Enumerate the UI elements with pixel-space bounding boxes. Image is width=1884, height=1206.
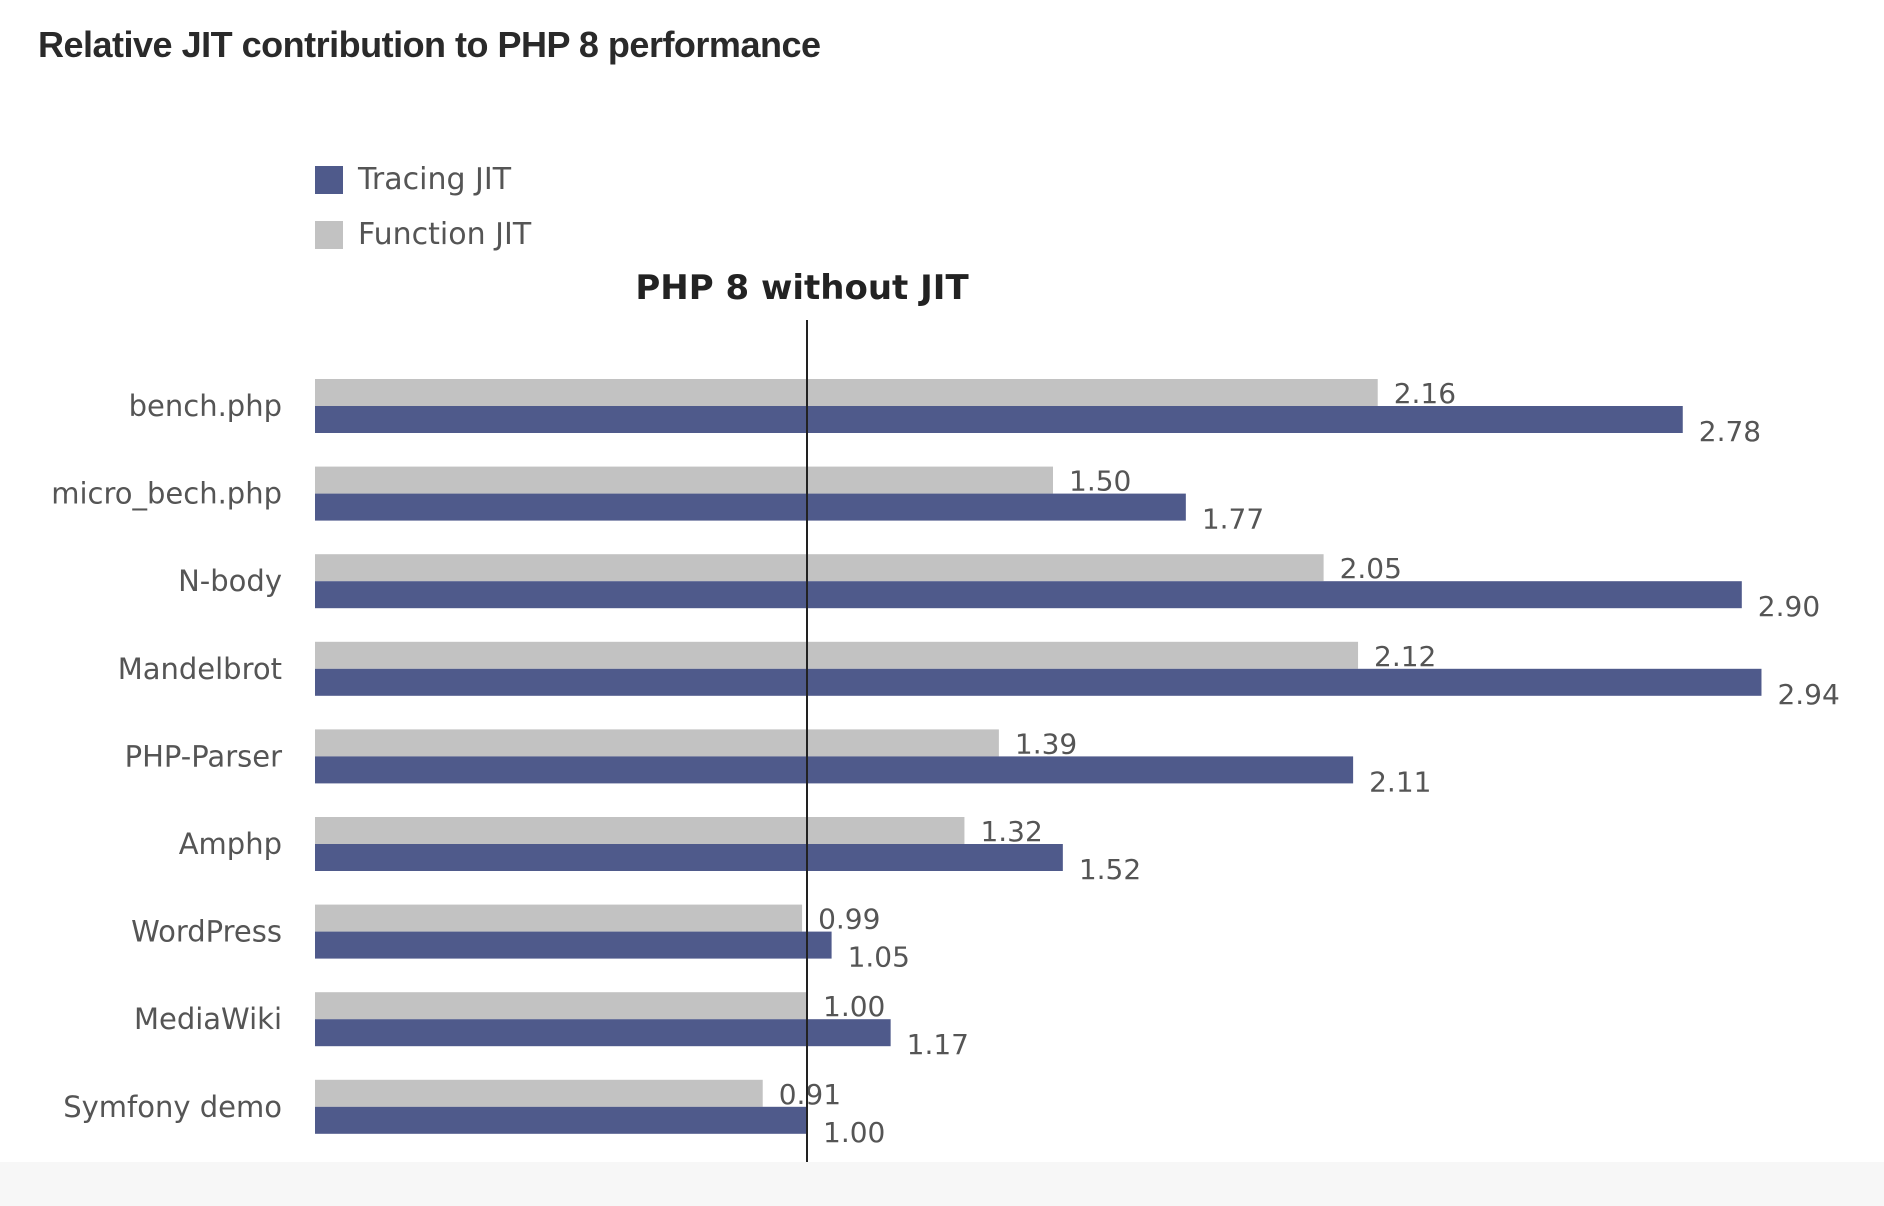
bar-function-jit [315,817,965,844]
data-label-tracing-jit: 1.52 [1079,853,1141,886]
bar-tracing-jit [315,931,832,959]
legend-item-tracing-jit: Tracing JIT [315,162,511,197]
bar-tracing-jit [315,1106,807,1134]
bar-function-jit [315,729,999,757]
data-label-tracing-jit: 2.90 [1758,590,1820,623]
bar-function-jit [315,554,1324,582]
data-label-function-jit: 1.32 [980,815,1042,848]
category-label: Amphp [179,827,282,861]
bar-tracing-jit [315,756,1354,784]
category-label: Mandelbrot [118,652,282,686]
data-label-tracing-jit: 1.00 [823,1116,885,1149]
legend-swatch-function-jit [315,220,343,249]
data-label-function-jit: 2.16 [1394,377,1456,410]
data-label-function-jit: 1.50 [1069,465,1131,498]
data-label-function-jit: 1.00 [823,990,885,1023]
bar-tracing-jit [315,844,1063,871]
bar-function-jit [315,1079,763,1107]
legend-item-function-jit: Function JIT [315,217,531,252]
category-label: WordPress [131,915,282,949]
category-label: bench.php [129,389,282,423]
data-label-tracing-jit: 1.77 [1202,503,1264,536]
bar-function-jit [315,379,1378,406]
data-label-function-jit: 2.12 [1374,640,1436,673]
legend-swatch-tracing-jit [315,165,343,194]
data-label-function-jit: 0.99 [818,903,880,936]
category-label: PHP-Parser [125,739,282,773]
data-label-function-jit: 2.05 [1340,552,1402,585]
chart-title: Relative JIT contribution to PHP 8 perfo… [38,24,821,65]
bar-function-jit [315,466,1053,494]
data-label-tracing-jit: 2.78 [1699,415,1761,448]
bar-function-jit [315,992,807,1020]
category-label: micro_bech.php [51,477,282,511]
category-label: MediaWiki [134,1002,282,1036]
data-label-tracing-jit: 2.11 [1369,765,1431,798]
reference-line-label: PHP 8 without JIT [635,268,969,308]
bar-function-jit [315,641,1359,669]
category-label: N-body [178,564,282,598]
bar-tracing-jit [315,581,1742,609]
data-label-function-jit: 1.39 [1015,727,1077,760]
data-label-tracing-jit: 1.17 [907,1028,969,1061]
bar-function-jit [315,904,803,932]
legend-label: Function JIT [358,217,532,252]
bar-tracing-jit [315,406,1683,433]
data-label-function-jit: 0.91 [779,1078,841,1111]
bar-tracing-jit [315,1019,891,1047]
bar-tracing-jit [315,493,1186,521]
legend-label: Tracing JIT [358,162,512,197]
bottom-band [0,1162,1884,1206]
data-label-tracing-jit: 2.94 [1777,678,1839,711]
category-label: Symfony demo [63,1090,282,1124]
bar-tracing-jit [315,668,1762,696]
data-label-tracing-jit: 1.05 [848,941,910,974]
